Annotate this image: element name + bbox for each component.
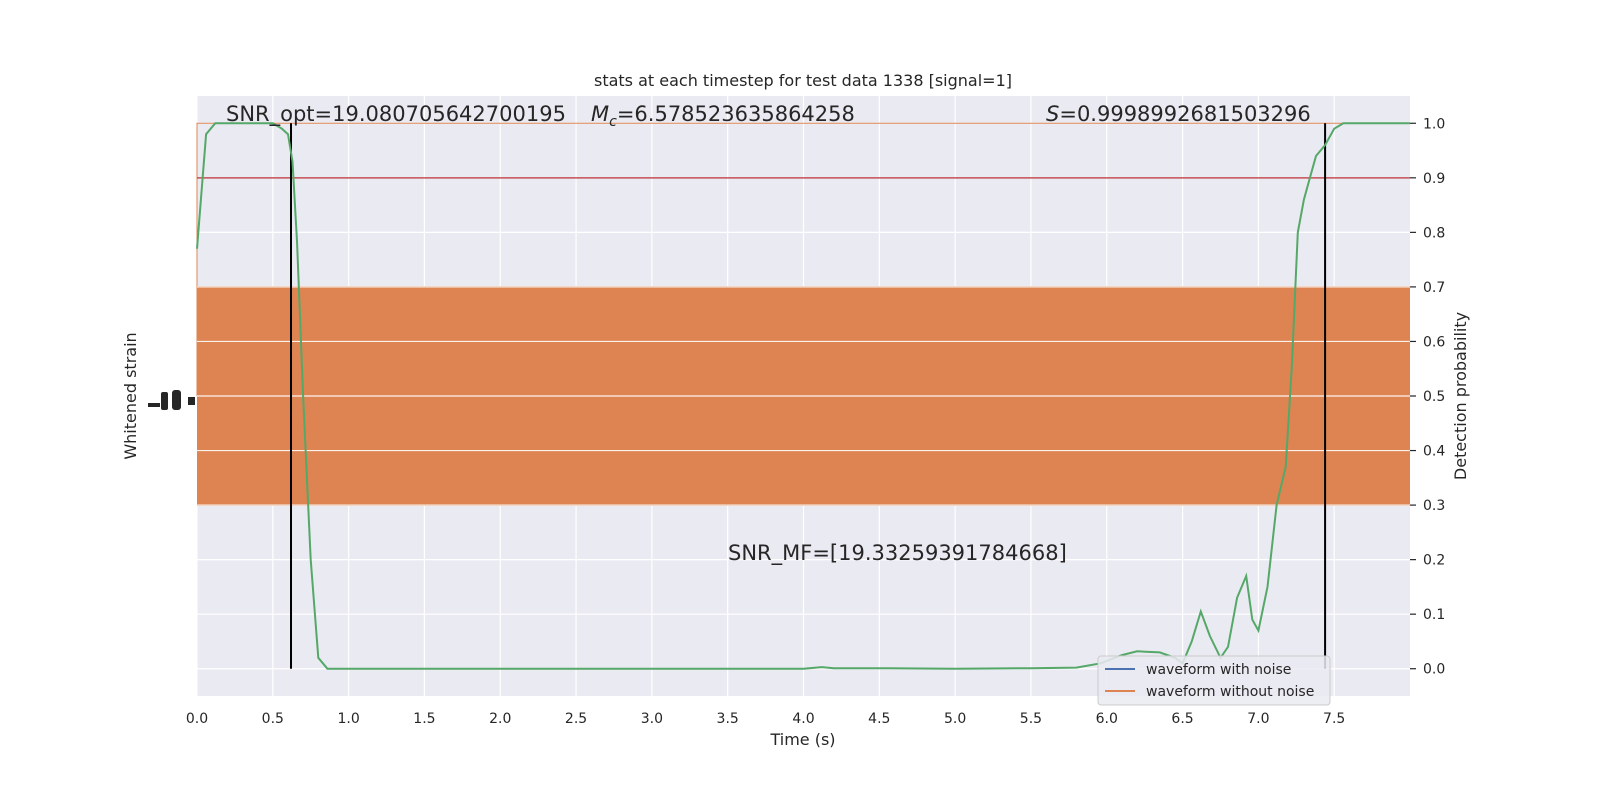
waveform-without-noise-series xyxy=(196,122,1410,506)
y2-tick-label: 0.9 xyxy=(1423,171,1445,187)
legend-label: waveform without noise xyxy=(1146,684,1314,700)
chirp-mass-annotation: Mc=6.578523635864258 xyxy=(591,102,855,130)
score-annotation: S=0.9998992681503296 xyxy=(1046,102,1311,126)
x-tick-label: 1.0 xyxy=(337,711,359,727)
x-tick-label: 0.5 xyxy=(262,711,284,727)
noise-trace xyxy=(196,122,1410,396)
x-tick-label: 4.5 xyxy=(868,711,890,727)
y2-axis-ticks: 0.0 0.1 0.2 0.3 0.4 0.5 0.6 0.7 0.8 0.9 1.0 xyxy=(1410,116,1445,678)
y2-tick-label: 0.5 xyxy=(1423,389,1445,405)
y2-tick-label: 0.3 xyxy=(1423,498,1445,514)
x-tick-label: 6.5 xyxy=(1171,711,1193,727)
y2-tick-label: 0.4 xyxy=(1423,444,1445,460)
x-axis-label: Time (s) xyxy=(769,730,835,749)
left-axis-ticks-overlap xyxy=(148,390,195,410)
y2-tick-label: 0.0 xyxy=(1423,662,1445,678)
marker-lines xyxy=(290,123,1327,669)
x-tick-label: 7.5 xyxy=(1323,711,1345,727)
x-tick-label: 1.5 xyxy=(413,711,435,727)
chart-title: stats at each timestep for test data 133… xyxy=(594,71,1012,90)
y2-axis-label: Detection probability xyxy=(1451,312,1470,480)
x-tick-label: 6.0 xyxy=(1096,711,1118,727)
x-tick-label: 4.0 xyxy=(792,711,814,727)
x-tick-label: 5.5 xyxy=(1020,711,1042,727)
y2-tick-label: 1.0 xyxy=(1423,116,1445,132)
legend-box xyxy=(1097,655,1331,706)
snr-opt-annotation: SNR_opt=19.080705642700195 xyxy=(226,102,566,127)
y-axis-label: Whitened strain xyxy=(121,332,140,459)
legend: waveform with noise waveform without noi… xyxy=(1097,655,1331,706)
x-tick-label: 3.5 xyxy=(717,711,739,727)
y2-tick-label: 0.1 xyxy=(1423,607,1445,623)
y2-tick-label: 0.6 xyxy=(1423,334,1445,350)
snr-mf-annotation: SNR_MF=[19.33259391784668] xyxy=(728,541,1067,566)
x-tick-label: 2.0 xyxy=(489,711,511,727)
x-tick-label: 3.0 xyxy=(641,711,663,727)
x-axis-ticks: 0.0 0.5 1.0 1.5 2.0 2.5 3.0 3.5 4.0 4.5 5.0 5.5 6.0 6… xyxy=(186,711,1345,727)
x-tick-label: 5.0 xyxy=(944,711,966,727)
legend-label: waveform with noise xyxy=(1146,662,1291,678)
y2-tick-label: 0.7 xyxy=(1423,280,1445,296)
y2-tick-label: 0.2 xyxy=(1423,553,1445,569)
x-tick-label: 2.5 xyxy=(565,711,587,727)
x-tick-label: 0.0 xyxy=(186,711,208,727)
y2-tick-label: 0.8 xyxy=(1423,225,1445,241)
x-tick-label: 7.0 xyxy=(1247,711,1269,727)
